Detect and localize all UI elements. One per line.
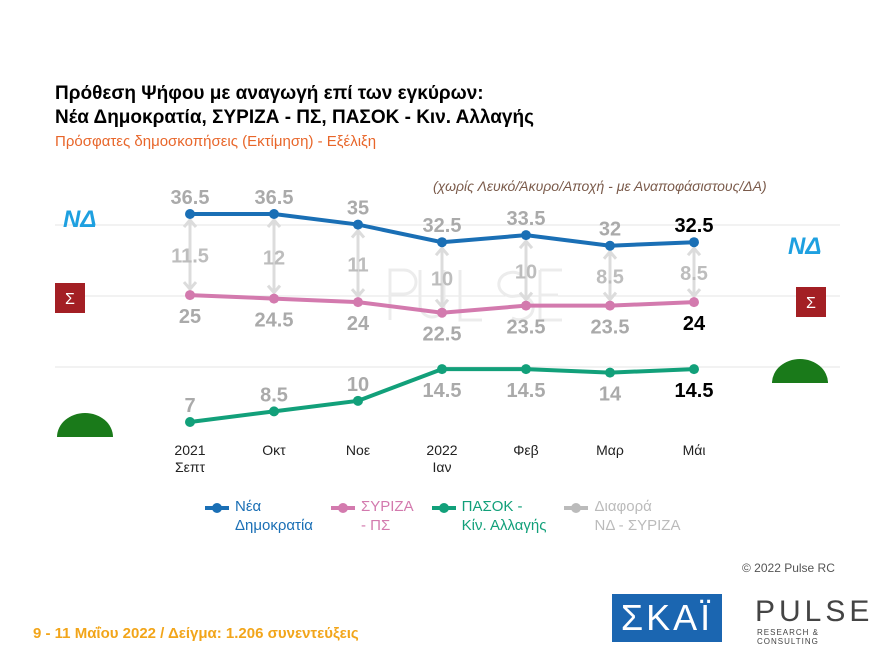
data-label: 24 — [347, 313, 370, 335]
data-point — [521, 300, 531, 311]
title-line-1: Πρόθεση Ψήφου με αναγωγή επί των εγκύρων… — [55, 83, 484, 104]
data-label: 32 — [599, 219, 621, 241]
data-label: 33.5 — [507, 208, 546, 230]
difference-label: 8.5 — [596, 267, 624, 289]
data-point — [521, 364, 531, 375]
x-tick-label: Οκτ — [262, 442, 286, 458]
arrow-head — [518, 238, 534, 302]
data-label: 25 — [179, 306, 201, 328]
data-label: 23.5 — [507, 317, 546, 339]
arrow-head — [686, 245, 702, 299]
data-label: 35 — [347, 198, 369, 220]
syriza-logo-text: Σ — [65, 291, 75, 308]
pasok-sun-logo — [772, 359, 828, 383]
chart-subtitle: Πρόσφατες δημοσκοπήσεις (Εκτίμηση) - Εξέ… — [55, 133, 377, 150]
legend-label: Διαφορά ΝΔ - ΣΥΡΙΖΑ — [594, 498, 681, 534]
x-tick-label: Σεπτ — [175, 459, 206, 475]
legend-marker — [431, 503, 456, 513]
data-label: 24 — [683, 313, 706, 335]
x-tick-label: Ιαν — [433, 459, 452, 475]
data-label: 14 — [599, 384, 622, 406]
data-point — [689, 364, 699, 375]
legend-marker — [564, 503, 589, 513]
data-point — [185, 416, 195, 427]
copyright: © 2022 Pulse RC — [742, 561, 835, 575]
syriza-logo — [55, 283, 85, 313]
data-point — [269, 406, 279, 417]
legend-item: Διαφορά ΝΔ - ΣΥΡΙΖΑ — [564, 497, 680, 535]
legend-marker — [330, 503, 355, 513]
data-point — [353, 219, 363, 230]
x-tick-label: Μαρ — [596, 442, 624, 458]
arrow-head — [266, 217, 282, 295]
data-label: 32.5 — [423, 215, 462, 237]
data-label: 36.5 — [171, 187, 210, 209]
data-point — [689, 297, 699, 308]
data-label: 10 — [347, 374, 369, 396]
data-point — [353, 297, 363, 308]
pulse-logo: PULSE RESEARCH & CONSULTING — [755, 595, 874, 647]
legend-item: Νέα Δημοκρατία — [205, 497, 313, 535]
data-point — [353, 395, 363, 406]
data-point — [437, 237, 447, 248]
skai-logo: ΣΚΑΪ — [612, 594, 722, 642]
data-point — [269, 293, 279, 304]
difference-label: 12 — [263, 247, 285, 269]
difference-label: 10 — [515, 261, 537, 283]
difference-label: 11.5 — [171, 246, 209, 268]
data-label: 8.5 — [260, 384, 288, 406]
title-line-2: Νέα Δημοκρατία, ΣΥΡΙΖΑ - ΠΣ, ΠΑΣΟΚ - Κιν… — [55, 107, 534, 128]
data-label: 14.5 — [675, 380, 714, 402]
x-tick-label: Νοε — [346, 442, 370, 458]
x-tick-label: Μάι — [683, 442, 706, 458]
pasok-sun-logo — [57, 413, 113, 437]
arrow-head — [602, 249, 618, 302]
data-point — [605, 300, 615, 311]
legend-label: ΠΑΣΟΚ - Κίν. Αλλαγής — [461, 498, 547, 534]
nd-logo: ΝΔ — [63, 206, 96, 233]
legend-item: ΠΑΣΟΚ - Κίν. Αλλαγής — [431, 497, 547, 535]
legend-label: Νέα Δημοκρατία — [235, 498, 313, 534]
arrow-head — [350, 228, 366, 299]
x-tick-label: 2021 — [174, 442, 205, 458]
data-label: 23.5 — [591, 317, 630, 339]
data-label: 14.5 — [423, 380, 462, 402]
legend-marker — [205, 503, 229, 513]
data-label: 32.5 — [675, 215, 714, 237]
difference-label: 8.5 — [680, 263, 708, 285]
data-point — [437, 364, 447, 375]
data-point — [437, 307, 447, 318]
arrow-head — [182, 217, 198, 292]
syriza-logo-text: Σ — [806, 295, 816, 312]
data-label: 14.5 — [507, 380, 546, 402]
chart-title: Πρόθεση Ψήφου με αναγωγή επί των εγκύρων… — [55, 82, 534, 130]
x-tick-label: 2022 — [426, 442, 457, 458]
nd-logo: ΝΔ — [788, 233, 821, 260]
legend-label: ΣΥΡΙΖΑ - ΠΣ — [360, 498, 414, 534]
data-point — [689, 237, 699, 248]
data-label: 36.5 — [255, 187, 294, 209]
arrow-head — [434, 245, 450, 310]
data-point — [185, 209, 195, 219]
data-label: 22.5 — [423, 324, 462, 346]
data-point — [185, 290, 195, 301]
data-point — [605, 240, 615, 251]
data-label: 7 — [184, 395, 195, 417]
x-tick-label: Φεβ — [513, 442, 538, 458]
footer-text: 9 - 11 Μαΐου 2022 / Δείγμα: 1.206 συνεντ… — [33, 625, 359, 642]
watermark-graphic — [388, 268, 562, 322]
data-point — [269, 209, 279, 219]
chart-note: (χωρίς Λευκό/Άκυρο/Αποχή - με Αναποφάσισ… — [433, 178, 767, 194]
legend: Νέα Δημοκρατία ΣΥΡΙΖΑ - ΠΣ ΠΑΣΟΚ - Κίν. Αλλαγ… — [205, 497, 680, 535]
difference-label: 10 — [431, 268, 453, 290]
legend-item: ΣΥΡΙΖΑ - ΠΣ — [330, 497, 414, 535]
syriza-logo — [796, 287, 826, 317]
difference-label: 11 — [347, 254, 368, 276]
data-label: 24.5 — [255, 310, 294, 332]
data-point — [605, 367, 615, 378]
data-point — [521, 230, 531, 241]
